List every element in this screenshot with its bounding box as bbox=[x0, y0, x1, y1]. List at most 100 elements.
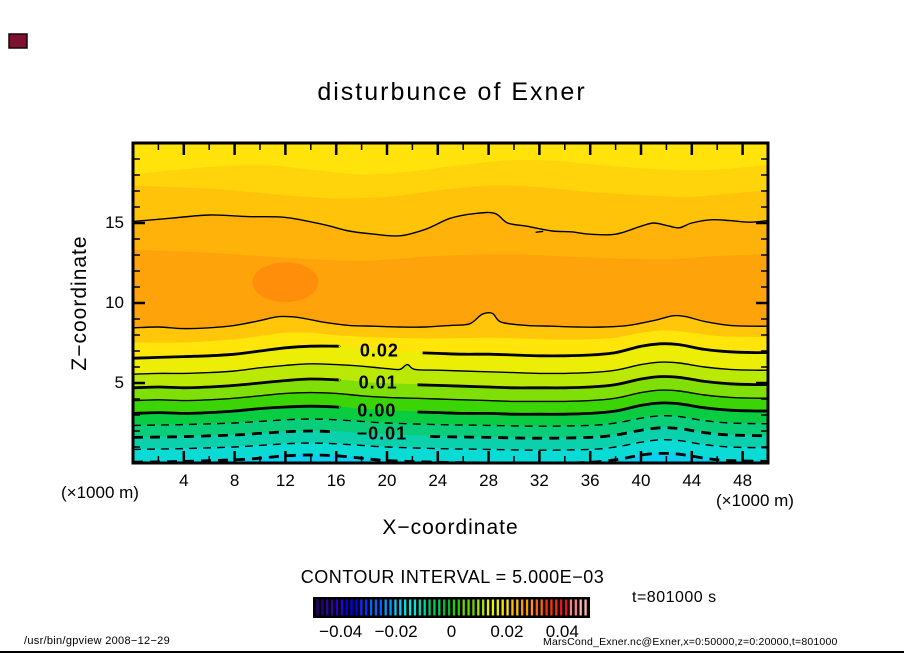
plot-title: disturbunce of Exner bbox=[317, 78, 587, 106]
contour-label: −0.01 bbox=[356, 423, 408, 444]
x-tick-label: 36 bbox=[580, 471, 600, 490]
contour-line bbox=[133, 429, 334, 439]
contour-line bbox=[133, 344, 341, 360]
colorbar-stripe bbox=[413, 599, 417, 616]
colorbar-tick-label: −0.04 bbox=[319, 622, 363, 641]
colorbar-stripe bbox=[530, 599, 534, 616]
x-tick-label: 28 bbox=[479, 471, 499, 490]
colorbar-tick-label: 0.02 bbox=[490, 622, 524, 641]
colorbar-stripe bbox=[355, 599, 358, 616]
colorbar-stripe bbox=[516, 599, 519, 616]
contour-line bbox=[422, 342, 768, 358]
colorbar-stripe bbox=[365, 599, 368, 616]
contour-blob bbox=[252, 262, 319, 303]
colorbar-stripe bbox=[335, 599, 339, 616]
contour-line bbox=[133, 211, 768, 237]
colorbar-stripe bbox=[511, 599, 514, 616]
colorbar-stripe bbox=[482, 599, 485, 616]
colorbar-stripe bbox=[374, 599, 378, 616]
colorbar-stripe bbox=[379, 599, 382, 616]
x-unit-label-right: (×1000 m) bbox=[716, 491, 794, 510]
colorbar-stripe bbox=[433, 599, 436, 616]
contour-line bbox=[430, 426, 768, 440]
colorbar-stripe bbox=[472, 599, 475, 616]
colorbar-stripe bbox=[501, 599, 504, 616]
x-tick-label: 12 bbox=[275, 471, 295, 490]
colorbar-stripe bbox=[550, 599, 553, 616]
colorbar-stripe bbox=[462, 599, 465, 616]
colorbar-stripe bbox=[457, 599, 460, 616]
colorbar-tick-label: −0.02 bbox=[374, 622, 418, 641]
y-tick-label: 5 bbox=[114, 373, 124, 392]
contour-line bbox=[535, 230, 544, 233]
x-tick-label: 20 bbox=[377, 471, 397, 490]
colorbar-stripe bbox=[574, 599, 577, 616]
contour-interval-label: CONTOUR INTERVAL = 5.000E−03 bbox=[300, 567, 605, 587]
x-tick-label: 48 bbox=[733, 471, 753, 490]
contour-label: 0.02 bbox=[359, 340, 399, 361]
contour-label: 0.00 bbox=[357, 400, 397, 421]
colorbar-stripe bbox=[326, 599, 329, 616]
time-label: t=801000 s bbox=[632, 589, 717, 606]
y-tick-label: 10 bbox=[105, 293, 124, 312]
footer-data-source: MarsCond_Exner.nc@Exner,x=0:50000,z=0:20… bbox=[543, 636, 838, 648]
colorbar-stripe bbox=[564, 599, 568, 616]
contour-line bbox=[133, 404, 341, 415]
colorbar-stripe bbox=[560, 599, 563, 616]
contour-line bbox=[417, 401, 768, 416]
x-axis-title: X−coordinate bbox=[382, 516, 519, 539]
contour-line bbox=[133, 311, 768, 330]
contour-line bbox=[417, 375, 768, 390]
plot-area bbox=[133, 143, 768, 463]
colorbar-stripe bbox=[394, 599, 397, 616]
colorbar-stripe bbox=[369, 599, 373, 616]
colorbar-stripe bbox=[555, 599, 558, 616]
colorbar-stripe bbox=[384, 599, 387, 616]
colorbar-stripe bbox=[345, 599, 348, 616]
axis-ticks bbox=[133, 143, 768, 463]
colorbar-stripe bbox=[569, 599, 573, 616]
colorbar-stripe bbox=[491, 599, 495, 616]
colorbar-tick-label: 0 bbox=[446, 622, 457, 641]
colorbar-stripe bbox=[545, 599, 548, 616]
colorbar-stripe bbox=[447, 599, 451, 616]
contour-line bbox=[133, 361, 768, 375]
contour-line bbox=[133, 414, 768, 427]
contour-label: 0.01 bbox=[358, 372, 398, 393]
x-unit-label-left: (×1000 m) bbox=[61, 483, 139, 502]
colorbar-stripe bbox=[316, 599, 319, 616]
colorbar-stripe bbox=[443, 599, 446, 616]
corner-marker bbox=[8, 33, 28, 49]
colorbar-stripe bbox=[452, 599, 456, 616]
colorbar-stripe bbox=[418, 599, 421, 616]
colorbar-stripe bbox=[360, 599, 363, 616]
contour-line bbox=[133, 389, 768, 403]
x-tick-label: 4 bbox=[179, 471, 189, 490]
contour-line bbox=[133, 377, 341, 390]
colorbar-stripe bbox=[579, 599, 582, 616]
footer-command-date: /usr/bin/gpview 2008−12−29 bbox=[24, 635, 171, 647]
colorbar-stripe bbox=[438, 599, 441, 616]
footer-divider bbox=[0, 651, 904, 653]
colorbar-stripe bbox=[486, 599, 490, 616]
colorbar-stripe bbox=[496, 599, 499, 616]
colorbar-stripe bbox=[525, 599, 529, 616]
colorbar-stripe bbox=[535, 599, 538, 616]
x-tick-label: 32 bbox=[529, 471, 549, 490]
colorbar-stripe bbox=[340, 599, 343, 616]
x-tick-label: 8 bbox=[229, 471, 240, 490]
colorbar-stripe bbox=[521, 599, 524, 616]
x-tick-label: 16 bbox=[326, 471, 346, 490]
x-tick-label: 44 bbox=[682, 471, 702, 490]
colorbar-stripe bbox=[330, 599, 334, 616]
colorbar-stripe bbox=[399, 599, 402, 616]
y-tick-label: 15 bbox=[105, 213, 124, 232]
colorbar-stripe bbox=[506, 599, 509, 616]
colorbar-stripe bbox=[321, 599, 324, 616]
contour-line bbox=[133, 438, 768, 451]
x-tick-label: 40 bbox=[631, 471, 651, 490]
colorbar-stripe bbox=[540, 599, 543, 616]
colorbar-stripe bbox=[467, 599, 470, 616]
